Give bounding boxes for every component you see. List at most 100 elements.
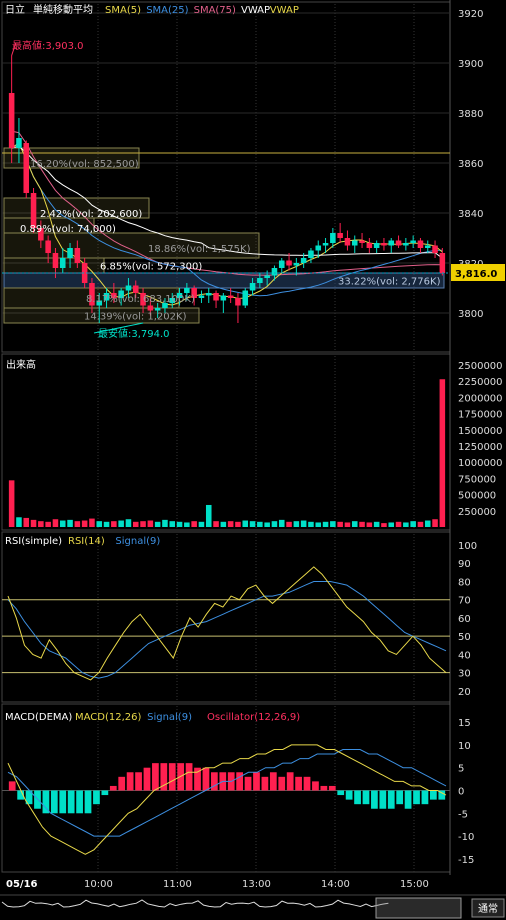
macd-osc-bar <box>8 781 16 791</box>
macd-osc-bar <box>126 772 134 791</box>
volume-profile-label: 18.86%(vol: 1,575K) <box>148 244 251 255</box>
candle-body <box>16 138 22 148</box>
candle-body <box>132 285 139 293</box>
macd-osc-bar <box>93 790 100 805</box>
macd-osc-bar <box>84 790 92 814</box>
volume-bar <box>67 519 73 527</box>
macd-osc-bar <box>295 776 302 791</box>
volume-bar <box>74 521 81 527</box>
volume-bar <box>169 521 176 527</box>
volume-bar <box>359 521 365 527</box>
volume-bar <box>322 521 329 527</box>
macd-osc-bar <box>379 790 387 809</box>
legend-entry: SMA(75) <box>194 5 236 16</box>
macd-osc-bar <box>438 790 446 800</box>
time-label: 15:00 <box>400 879 429 890</box>
volume-tick-label: 1500000 <box>458 426 503 437</box>
macd-osc-bar <box>109 785 117 791</box>
candle-body <box>81 263 88 283</box>
macd-osc-bar <box>244 776 252 791</box>
time-label: 11:00 <box>163 879 192 890</box>
candle-body <box>198 295 205 298</box>
candle-body <box>337 233 343 238</box>
volume-bar <box>103 521 110 527</box>
navigator-selection[interactable] <box>375 897 462 919</box>
volume-bar <box>432 519 438 527</box>
current-price-tag <box>451 264 505 281</box>
candle-body <box>23 143 30 193</box>
volume-bar <box>271 521 278 527</box>
macd-osc-bar <box>413 790 420 805</box>
volume-bar <box>410 521 416 527</box>
candle-body <box>330 233 336 243</box>
candle-body <box>205 293 212 296</box>
candle-body <box>344 238 351 246</box>
legend-entry: SMA(5) <box>105 5 141 16</box>
high-marker-line <box>11 43 17 56</box>
volume-bar <box>45 521 51 527</box>
macd-osc-bar <box>160 763 168 791</box>
volume-bar <box>293 521 300 527</box>
candle-body <box>220 295 227 301</box>
volume-tick-label: 1250000 <box>458 442 503 453</box>
low-price-label: 最安値:3,794.0 <box>98 327 170 340</box>
candle-body <box>439 253 446 273</box>
volume-profile-label: 14.39%(vol: 1,202K) <box>84 312 187 323</box>
macd-osc-bar <box>101 790 109 796</box>
volume-bar <box>417 521 424 527</box>
volume-bar <box>154 521 161 527</box>
volume-bar <box>351 521 358 527</box>
volume-bar <box>330 521 336 527</box>
candle-body <box>169 298 176 303</box>
high-price-label: 最高値:3,903.0 <box>12 39 84 52</box>
volume-bar <box>344 522 351 527</box>
macd-line <box>7 744 447 855</box>
candle-body <box>147 305 154 311</box>
candle-body <box>213 293 219 301</box>
candle-body <box>59 258 66 268</box>
macd-osc-bar <box>371 790 378 809</box>
candle-body <box>366 243 373 248</box>
volume-bar <box>184 522 190 527</box>
macd-osc-bar <box>59 790 67 814</box>
rsi-tick-label: 100 <box>458 541 477 552</box>
volume-bar <box>16 517 22 527</box>
macd-osc-bar <box>269 772 277 791</box>
macd-osc-bar <box>303 776 311 791</box>
macd-osc-bar <box>404 790 412 809</box>
candle-body <box>125 285 132 291</box>
date-label: 05/16 <box>6 879 38 890</box>
mode-button[interactable] <box>471 898 505 918</box>
macd-osc-bar <box>261 776 269 791</box>
rsi-tick-label: 20 <box>458 687 471 698</box>
volume-profile-label: 2.42%(vol: 202,600) <box>40 209 142 220</box>
volume-bar <box>308 521 314 527</box>
volume-title: 出来高 <box>6 358 36 371</box>
macd-signal-line <box>7 749 447 837</box>
volume-bar <box>424 520 431 527</box>
macd-osc-bar <box>67 790 75 814</box>
volume-bar <box>111 521 117 527</box>
macd-osc-bar <box>429 790 437 800</box>
volume-tick-label: 1000000 <box>458 458 503 469</box>
volume-bar <box>89 518 95 527</box>
macd-tick-label: -5 <box>458 809 468 820</box>
candle-body <box>403 243 409 246</box>
macd-osc-bar <box>345 790 353 800</box>
macd-osc-bar <box>320 785 328 791</box>
candle-body <box>235 298 241 306</box>
volume-bar <box>140 521 146 527</box>
volume-profile-label: 16.20%(vol: 852,500) <box>30 159 139 170</box>
candle-body <box>30 193 37 228</box>
macd-osc-bar <box>194 767 201 791</box>
volume-tick-label: 500000 <box>458 491 496 502</box>
candle-body <box>38 228 44 241</box>
price-tick-label: 3920 <box>458 9 483 20</box>
volume-bar <box>198 521 205 527</box>
candle-body <box>264 275 270 278</box>
candle-body <box>191 288 197 298</box>
indicator-title: 単純移動平均 <box>33 3 93 16</box>
macd-osc-bar <box>50 790 58 814</box>
volume-bar <box>176 521 183 527</box>
